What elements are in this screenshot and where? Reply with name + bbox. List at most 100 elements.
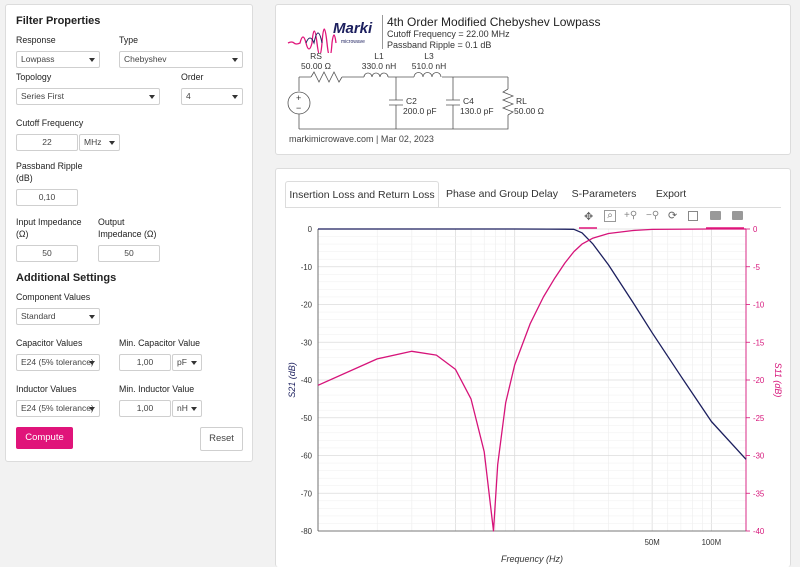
topology-label: Topology: [16, 72, 52, 82]
schematic-panel: Marki microwave 4th Order Modified Cheby…: [275, 4, 791, 155]
x-tick-label: 100M: [702, 538, 722, 547]
inductor-values-select[interactable]: E24 (5% tolerance): [16, 400, 100, 417]
ripple-line: Passband Ripple = 0.1 dB: [387, 40, 492, 50]
y2-tick-label: -30: [753, 452, 765, 461]
capacitor-values-select[interactable]: E24 (5% tolerance): [16, 354, 100, 371]
chevron-down-icon: [191, 361, 197, 365]
component-values-value: Standard: [21, 311, 56, 321]
chevron-down-icon: [232, 95, 238, 99]
type-select[interactable]: Chebyshev: [119, 51, 243, 68]
y2-tick-label: -10: [753, 301, 765, 310]
hover-single-icon[interactable]: [710, 211, 721, 220]
chevron-down-icon: [232, 58, 238, 62]
ripple-label-unit: (dB): [16, 173, 33, 183]
cutoff-unit-select[interactable]: MHz: [79, 134, 120, 151]
capacitor-values-label: Capacitor Values: [16, 338, 83, 348]
marki-logo-wave-dark: [305, 32, 323, 45]
tab-divider: [285, 207, 781, 208]
y-tick-label: -60: [301, 452, 313, 461]
source-plus: +: [296, 93, 301, 103]
y-tick-label: -10: [301, 263, 313, 272]
output-impedance-label-unit: Impedance (Ω): [98, 229, 157, 239]
c4-name: C4: [463, 96, 474, 106]
l3-value: 510.0 nH: [412, 61, 447, 71]
capacitor-c2: [389, 77, 403, 129]
y-tick-label: -40: [301, 376, 313, 385]
component-values-select[interactable]: Standard: [16, 308, 100, 325]
inductor-values-value: E24 (5% tolerance): [21, 403, 94, 413]
rs-name: RS: [310, 51, 322, 61]
zoom-icon[interactable]: ⌕: [604, 210, 616, 222]
circuit-diagram: + − RS 50.00 Ω L1 330.0 nH L3 510.0 nH C…: [287, 51, 544, 130]
inductor-values-label: Inductor Values: [16, 384, 77, 394]
voltage-source: [287, 91, 311, 115]
ripple-input[interactable]: 0,10: [16, 189, 78, 206]
chevron-down-icon: [89, 407, 95, 411]
resistor-rs: [310, 71, 343, 83]
additional-settings-heading: Additional Settings: [16, 272, 117, 284]
y-axis-label: S21 (dB): [287, 362, 297, 398]
order-label: Order: [181, 72, 204, 82]
capacitor-c4: [446, 77, 460, 129]
inductor-l3: [413, 72, 442, 78]
zoom-in-icon[interactable]: +⚲: [624, 210, 638, 221]
wire-bottom: [299, 77, 509, 130]
cutoff-input[interactable]: 22: [16, 134, 78, 151]
move-icon[interactable]: ✥: [584, 211, 594, 223]
logo-divider: [382, 15, 383, 49]
input-impedance-input[interactable]: 50: [16, 245, 78, 262]
response-select[interactable]: Lowpass: [16, 51, 100, 68]
chevron-down-icon: [191, 407, 197, 411]
plot-toolbar: ✥ ⌕ +⚲ −⚲ ⟳: [580, 210, 750, 224]
min-inductor-input[interactable]: 1,00: [119, 400, 171, 417]
reset-button[interactable]: Reset: [200, 427, 243, 451]
marki-logo: Marki microwave: [287, 20, 373, 53]
type-value: Chebyshev: [124, 54, 167, 64]
series-line-s21: [318, 228, 747, 460]
cutoff-unit-value: MHz: [84, 137, 102, 147]
input-impedance-label: Input Impedance: [16, 217, 82, 227]
tab-export[interactable]: Export: [655, 188, 687, 200]
min-inductor-unit-select[interactable]: nH: [172, 400, 202, 417]
y2-tick-label: -25: [753, 414, 765, 423]
x-axis-label: Frequency (Hz): [501, 554, 563, 564]
compute-button[interactable]: Compute: [16, 427, 73, 449]
cutoff-label: Cutoff Frequency: [16, 118, 84, 128]
hover-compare-icon[interactable]: [732, 211, 743, 220]
output-impedance-input[interactable]: 50: [98, 245, 160, 262]
chart-panel: [275, 168, 791, 567]
source-minus: −: [296, 103, 301, 113]
resistor-rl: [501, 88, 515, 116]
tab-insertion-loss[interactable]: Insertion Loss and Return Loss: [285, 181, 439, 208]
chevron-down-icon: [149, 95, 155, 99]
y2-tick-label: -15: [753, 338, 765, 347]
loss-chart[interactable]: 0 -10 -20 -30 -40 -50 -60 -70 -80 0 -5 -10 -15 -20 -25…: [275, 222, 791, 567]
l3-name: L3: [424, 51, 434, 61]
reset-icon[interactable]: ⟳: [668, 210, 678, 222]
min-capacitor-unit-select[interactable]: pF: [172, 354, 202, 371]
topology-select[interactable]: Series First: [16, 88, 160, 105]
type-label: Type: [119, 35, 139, 45]
chevron-down-icon: [89, 315, 95, 319]
y-tick-label: -50: [301, 414, 313, 423]
component-values-label: Component Values: [16, 292, 91, 302]
tab-phase-group-delay[interactable]: Phase and Group Delay: [445, 188, 559, 200]
chevron-down-icon: [89, 361, 95, 365]
y2-tick-label: -20: [753, 376, 765, 385]
y2-tick-label: 0: [753, 225, 758, 234]
min-inductor-label: Min. Inductor Value: [119, 384, 195, 394]
order-select[interactable]: 4: [181, 88, 243, 105]
topology-value: Series First: [21, 91, 64, 101]
filter-properties-heading: Filter Properties: [16, 15, 101, 27]
y-tick-label: -30: [301, 338, 313, 347]
response-value: Lowpass: [21, 54, 55, 64]
tab-s-parameters[interactable]: S-Parameters: [571, 188, 637, 200]
rs-value: 50.00 Ω: [301, 61, 331, 71]
zoom-out-icon[interactable]: −⚲: [646, 210, 660, 221]
series-line-s11: [317, 228, 746, 532]
min-capacitor-input[interactable]: 1,00: [119, 354, 171, 371]
y2-axis-label: S11 (dB): [773, 363, 783, 398]
chevron-down-icon: [89, 58, 95, 62]
save-icon[interactable]: [688, 211, 698, 221]
min-inductor-unit-value: nH: [177, 403, 188, 413]
